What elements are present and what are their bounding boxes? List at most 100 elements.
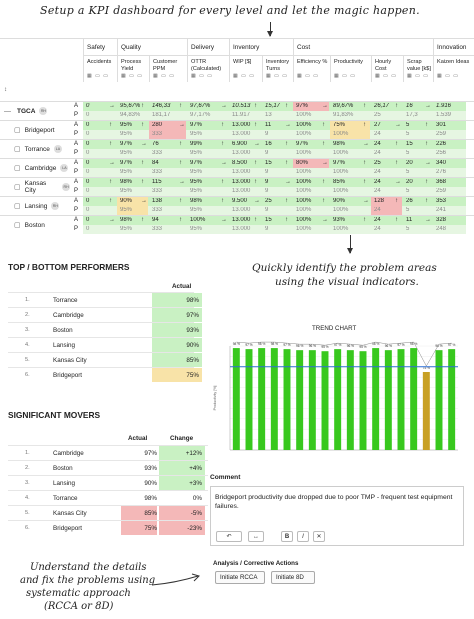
kpi-value[interactable]: 97,67%	[190, 103, 211, 109]
kpi-value[interactable]: 24	[374, 169, 381, 175]
performer-row[interactable]: 3. Boston 93%	[8, 322, 202, 337]
kpi-value[interactable]: 13.000	[232, 226, 251, 232]
kpi-value[interactable]: 100%	[333, 150, 349, 156]
kpi-value[interactable]: 95%	[190, 226, 203, 232]
kpi-value[interactable]: 98%	[333, 141, 346, 147]
kpi-value[interactable]: 5	[406, 150, 410, 156]
comment-box[interactable]: Bridgeport productivity due dropped due …	[210, 486, 464, 546]
column-header[interactable]: Inventory Turns ▦ ▭ ▭	[262, 56, 293, 82]
expand-icon[interactable]: ↕	[4, 87, 7, 93]
column-header[interactable]: Process Yield ▦ ▭ ▭	[117, 56, 149, 82]
kpi-value[interactable]: 333	[152, 207, 163, 213]
kpi-value[interactable]: 248	[436, 226, 447, 232]
kpi-value[interactable]: 95%	[120, 226, 133, 232]
chart-table-toggle-icon[interactable]: ▦ ▭ ▭	[233, 73, 255, 79]
kpi-value[interactable]: 9	[265, 169, 269, 175]
comment-text[interactable]: Bridgeport productivity due dropped due …	[215, 494, 453, 510]
kpi-row-label[interactable]: ▢ Torrance LA	[0, 144, 70, 154]
kpi-value[interactable]: 13.000	[232, 131, 251, 137]
kpi-value[interactable]: 24	[374, 226, 381, 232]
kpi-value[interactable]: 115	[152, 179, 162, 185]
kpi-value[interactable]: 100%	[296, 217, 312, 223]
site-name[interactable]: Torrance	[53, 297, 78, 304]
link-icon[interactable]: ↔	[248, 531, 264, 542]
kpi-value[interactable]: 276	[436, 169, 447, 175]
kpi-value[interactable]: 0	[86, 217, 90, 223]
kpi-value[interactable]: 97%	[190, 122, 203, 128]
kpi-value[interactable]: 95,67%	[120, 103, 140, 109]
kpi-value[interactable]: 181,17	[152, 112, 171, 118]
site-name[interactable]: Kansas City	[53, 510, 87, 517]
kpi-value[interactable]: 0	[86, 141, 90, 147]
kpi-value[interactable]: 24	[374, 141, 381, 147]
kpi-value[interactable]: 9	[265, 150, 269, 156]
chart-table-toggle-icon[interactable]: ▦ ▭ ▭	[153, 73, 175, 79]
performer-row[interactable]: 5. Kansas City 85%	[8, 352, 202, 367]
kpi-value[interactable]: 100%	[296, 207, 312, 213]
kpi-value[interactable]: 0	[86, 207, 90, 213]
kpi-value[interactable]: 95%	[190, 169, 203, 175]
kpi-value[interactable]: 5	[406, 188, 410, 194]
kpi-value[interactable]: 76	[152, 141, 159, 147]
kpi-value[interactable]: 24	[374, 217, 381, 223]
kpi-value[interactable]: 9	[265, 226, 269, 232]
kpi-value[interactable]: 5	[406, 169, 410, 175]
site-name[interactable]: Boston	[24, 221, 45, 229]
kpi-value[interactable]: 13	[265, 112, 272, 118]
kpi-value[interactable]: 17,3	[406, 112, 418, 118]
kpi-value[interactable]: 25	[374, 160, 381, 166]
kpi-value[interactable]: 0	[86, 179, 90, 185]
kpi-value[interactable]: 15	[265, 160, 272, 166]
performer-row[interactable]: 2. Cambridge 97%	[8, 307, 202, 322]
mover-row[interactable]: 2. Boston 93% +4%	[8, 460, 208, 475]
kpi-value[interactable]: 95%	[120, 188, 133, 194]
kpi-value[interactable]: 97%	[296, 141, 309, 147]
site-name[interactable]: Boston	[53, 327, 73, 334]
site-name[interactable]: Kansas City	[53, 357, 87, 364]
site-name[interactable]: Cambridge	[24, 164, 57, 172]
kpi-value[interactable]: 11	[265, 122, 272, 128]
kpi-value[interactable]: 333	[152, 188, 163, 194]
kpi-value[interactable]: 9.500	[232, 198, 248, 204]
kpi-value[interactable]: 25	[374, 112, 381, 118]
kpi-value[interactable]: 0	[86, 226, 90, 232]
kpi-value[interactable]: 94	[152, 217, 159, 223]
kpi-row[interactable]: ▢ Boston A P 0 → 98% ↑ 94 ↑ 100% → 13.000 ↑ 15 ↑ 100% → 93…	[0, 215, 474, 234]
kpi-value[interactable]: 15	[406, 141, 413, 147]
kpi-value[interactable]: 100%	[296, 150, 312, 156]
kpi-value[interactable]: 6.900	[232, 141, 248, 147]
kpi-value[interactable]: 13.000	[232, 188, 251, 194]
kpi-value[interactable]: 13.000	[232, 179, 251, 185]
undo-icon[interactable]: ↶	[216, 531, 242, 542]
kpi-value[interactable]: 20	[406, 179, 413, 185]
kpi-value[interactable]: 93%	[333, 217, 346, 223]
kpi-value[interactable]: 26,17	[374, 103, 390, 109]
kpi-value[interactable]: 333	[152, 131, 163, 137]
kpi-value[interactable]: 15,17	[265, 103, 281, 109]
kpi-value[interactable]: 91,83%	[333, 112, 354, 118]
kpi-value[interactable]: 0	[86, 112, 90, 118]
kpi-value[interactable]: 5	[406, 131, 410, 137]
chart-table-toggle-icon[interactable]: ▦ ▭ ▭	[407, 73, 429, 79]
site-name[interactable]: Bridgeport	[53, 525, 83, 532]
mover-row[interactable]: 3. Lansing 90% +3%	[8, 475, 208, 490]
kpi-value[interactable]: 24	[374, 188, 381, 194]
kpi-row[interactable]: ▢ Kansas City RH A P 0 ↑ 98% ↑ 115 → 95% ↑ 13.000 ↑ 9 → 1…	[0, 177, 474, 196]
kpi-value[interactable]: 226	[436, 141, 447, 147]
site-name[interactable]: Lansing	[53, 342, 76, 349]
kpi-value[interactable]: 0	[86, 169, 90, 175]
site-name[interactable]: Torrance	[53, 495, 78, 502]
site-name[interactable]: Bridgeport	[24, 126, 55, 134]
kpi-value[interactable]: 10.513	[232, 103, 251, 109]
column-header[interactable]: Efficiency % ▦ ▭ ▭	[293, 56, 330, 82]
kpi-row[interactable]: — TGCA RH A P 0 → 95,67% ↑ 146,33 ↑ 97,67% → 10.513 ↑ 1…	[0, 101, 474, 120]
performer-row[interactable]: 6. Bridgeport 75%	[8, 367, 202, 382]
kpi-value[interactable]: 301	[436, 122, 447, 128]
kpi-value[interactable]: 1.916	[436, 103, 452, 109]
kpi-value[interactable]: 95%	[190, 179, 203, 185]
bold-button[interactable]: B	[281, 531, 293, 542]
site-name[interactable]: Cambridge	[53, 450, 84, 457]
kpi-value[interactable]: 0	[86, 150, 90, 156]
kpi-value[interactable]: 80%	[296, 160, 309, 166]
collapse-icon[interactable]: —	[4, 107, 11, 115]
